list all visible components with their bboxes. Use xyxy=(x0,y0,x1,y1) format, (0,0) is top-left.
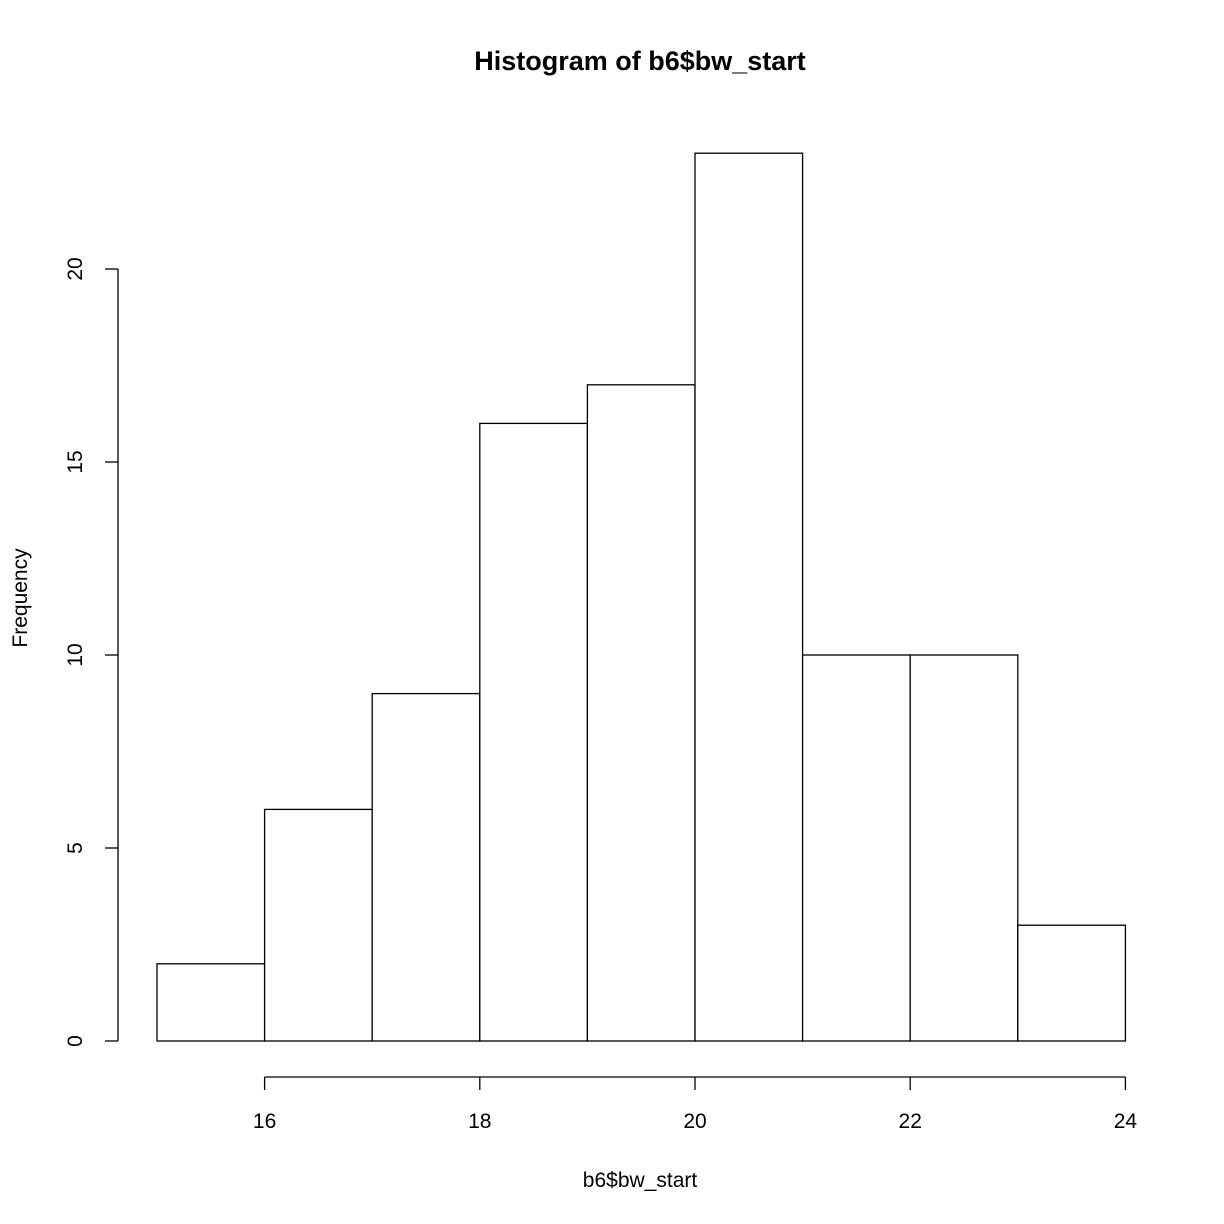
y-tick-label: 5 xyxy=(64,842,87,854)
y-axis: 0 5 10 15 20 xyxy=(64,257,119,1047)
x-tick-label: 16 xyxy=(253,1110,276,1133)
histogram-bar xyxy=(1017,924,1127,1042)
x-axis-label: b6$bw_start xyxy=(583,1169,698,1192)
y-tick-label: 0 xyxy=(64,1035,87,1047)
x-tick-label: 24 xyxy=(1114,1110,1138,1133)
x-tick-label: 18 xyxy=(468,1110,491,1133)
histogram-bar xyxy=(479,422,589,1042)
x-tick-label: 20 xyxy=(683,1110,706,1133)
y-tick-label: 10 xyxy=(64,643,87,666)
histogram-bar xyxy=(909,654,1019,1042)
histogram-bar xyxy=(586,384,696,1042)
histogram-bar xyxy=(263,808,373,1042)
y-tick-label: 15 xyxy=(64,450,87,473)
chart-title: Histogram of b6$bw_start xyxy=(474,46,806,76)
bars-group xyxy=(156,152,1127,1042)
y-axis-label: Frequency xyxy=(9,548,32,648)
histogram-bar xyxy=(801,654,911,1042)
histogram-bar xyxy=(371,692,481,1042)
x-tick-label: 22 xyxy=(899,1110,922,1133)
histogram-bar xyxy=(156,963,266,1042)
histogram-bar xyxy=(694,152,804,1042)
y-tick-label: 20 xyxy=(64,257,87,280)
x-axis: 16 18 20 22 24 xyxy=(253,1076,1138,1133)
